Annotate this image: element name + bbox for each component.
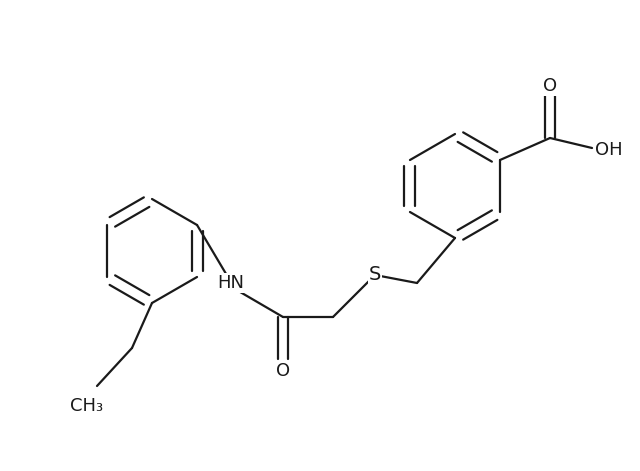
Text: O: O — [276, 362, 290, 380]
Text: HN: HN — [218, 274, 244, 292]
Text: OH: OH — [595, 141, 623, 159]
Text: O: O — [543, 77, 557, 95]
Text: S: S — [369, 266, 381, 284]
Text: CH₃: CH₃ — [70, 397, 104, 415]
